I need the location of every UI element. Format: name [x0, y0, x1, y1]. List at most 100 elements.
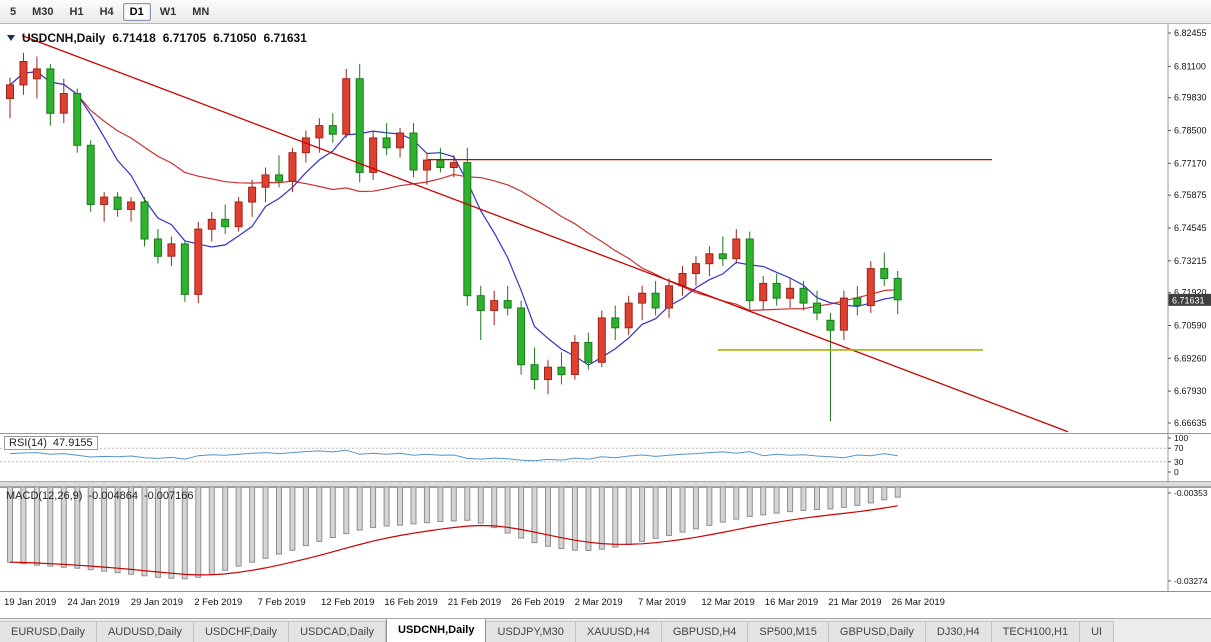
candle — [638, 292, 647, 304]
price-axis-label: 6.82455 — [1174, 28, 1207, 38]
rsi-axis-label: 100 — [1174, 433, 1188, 443]
panel-splitter[interactable] — [0, 481, 1211, 487]
symbol-tab-eurusd-daily[interactable]: EURUSD,Daily — [0, 621, 97, 642]
macd-name: MACD(12,26,9) — [6, 490, 83, 502]
candle — [732, 238, 741, 260]
candle — [570, 342, 579, 375]
timeframe-button-m30[interactable]: M30 — [32, 5, 54, 18]
candle — [275, 174, 283, 182]
macd-bar — [262, 487, 269, 559]
timeframe-button-h1[interactable]: H1 — [69, 5, 84, 18]
symbol-tab-audusd-daily[interactable]: AUDUSD,Daily — [96, 621, 194, 642]
candle — [328, 125, 337, 135]
candle — [194, 228, 203, 295]
symbol-tab-xauusd-h4[interactable]: XAUUSD,H4 — [575, 621, 662, 642]
candle — [248, 186, 257, 203]
candle — [234, 201, 243, 228]
macd-indicator-panel[interactable]: -0.00353 -0.03274 — [0, 487, 1211, 591]
price-axis-label: 6.69260 — [1174, 353, 1207, 363]
candle — [369, 137, 378, 173]
symbol-tab-dj30-h4[interactable]: DJ30,H4 — [925, 621, 992, 642]
candle — [221, 218, 230, 228]
timeframe-toolbar: 5 M30 H1 H4 D1 W1 MN — [0, 0, 1211, 24]
date-axis-label: 2 Mar 2019 — [574, 597, 623, 608]
macd-bar — [128, 487, 135, 575]
macd-bar — [437, 487, 444, 522]
symbol-tab-usdjpy-m30[interactable]: USDJPY,M30 — [486, 621, 576, 642]
date-axis-label: 21 Mar 2019 — [828, 597, 882, 608]
macd-bar — [666, 487, 672, 536]
chart-symbol-icon — [7, 35, 15, 41]
macd-bar — [195, 487, 202, 578]
main-price-chart[interactable]: 6.82455 6.81100 6.79830 6.78500 6.77170 6.758… — [0, 24, 1211, 433]
candle — [718, 253, 727, 260]
candle — [597, 317, 606, 363]
timeframe-button-h4[interactable]: H4 — [99, 5, 114, 18]
symbol-tab-gbpusd-daily[interactable]: GBPUSD,Daily — [828, 621, 926, 642]
macd-axis-label: -0.03274 — [1174, 576, 1208, 586]
candle — [261, 174, 270, 188]
candle — [826, 319, 835, 331]
symbol-tab-usdcad-daily[interactable]: USDCAD,Daily — [289, 621, 387, 642]
symbol-tab-tech100-h1[interactable]: TECH100,H1 — [991, 621, 1081, 642]
macd-bar — [316, 487, 323, 542]
macd-bar — [302, 487, 309, 547]
timeframe-button-mn[interactable]: MN — [192, 5, 210, 18]
descending-trendline[interactable] — [21, 34, 1069, 433]
symbol-tab-ui[interactable]: UI — [1080, 621, 1115, 642]
price-axis-label: 6.81100 — [1174, 61, 1206, 71]
price-axis-label: 6.75875 — [1174, 190, 1207, 200]
candle — [759, 282, 768, 302]
candle — [839, 297, 848, 331]
timeframe-button-5[interactable]: 5 — [10, 5, 17, 18]
macd-bar — [545, 487, 551, 547]
macd-axis-label: -0.00353 — [1174, 488, 1208, 498]
ma-slow-line — [9, 71, 898, 312]
candle — [813, 302, 821, 314]
candle — [705, 253, 714, 265]
timeframe-button-w1[interactable]: W1 — [159, 5, 177, 18]
rsi-name: RSI(14) — [9, 437, 47, 449]
candle — [127, 201, 136, 210]
price-axis-label: 6.67930 — [1174, 386, 1207, 396]
candle — [32, 68, 41, 80]
macd-bar — [612, 487, 619, 548]
symbol-tab-sp500-m15[interactable]: SP500,M15 — [748, 621, 829, 642]
timeframe-button-d1[interactable]: D1 — [122, 2, 151, 21]
macd-bar — [114, 487, 121, 574]
macd-histogram — [7, 487, 901, 580]
ohlc-open: 6.71418 — [112, 31, 156, 45]
candle — [422, 159, 431, 171]
date-axis-label: 16 Feb 2019 — [384, 597, 438, 608]
candle — [745, 238, 754, 302]
macd-bar — [827, 487, 834, 510]
macd-bar — [208, 487, 215, 575]
date-axis-label: 2 Feb 2019 — [194, 597, 243, 608]
macd-bar — [733, 487, 740, 520]
candle — [651, 292, 660, 309]
macd-bar — [679, 487, 686, 533]
macd-bar — [356, 487, 363, 531]
macd-bar — [181, 487, 188, 580]
macd-bar — [343, 487, 350, 535]
candle — [436, 159, 445, 169]
candle — [544, 366, 552, 381]
symbol-tab-gbpusd-h4[interactable]: GBPUSD,H4 — [661, 621, 749, 642]
macd-bar — [558, 487, 565, 550]
candle — [6, 84, 14, 100]
macd-bar — [867, 487, 874, 504]
rsi-axis-label: 70 — [1174, 443, 1184, 453]
candle — [490, 300, 499, 312]
macd-bar — [276, 487, 282, 555]
macd-bar — [706, 487, 713, 526]
date-axis-label: 19 Jan 2019 — [4, 597, 57, 608]
candle — [113, 196, 122, 210]
candle — [611, 317, 620, 329]
date-axis[interactable]: 19 Jan 2019 24 Jan 2019 29 Jan 2019 2 Feb 2… — [0, 591, 1211, 614]
current-price-badge — [1168, 293, 1211, 306]
macd-bar — [840, 487, 847, 508]
symbol-tab-usdcnh-daily[interactable]: USDCNH,Daily — [386, 619, 487, 642]
symbol-tab-usdchf-daily[interactable]: USDCHF,Daily — [193, 621, 290, 642]
